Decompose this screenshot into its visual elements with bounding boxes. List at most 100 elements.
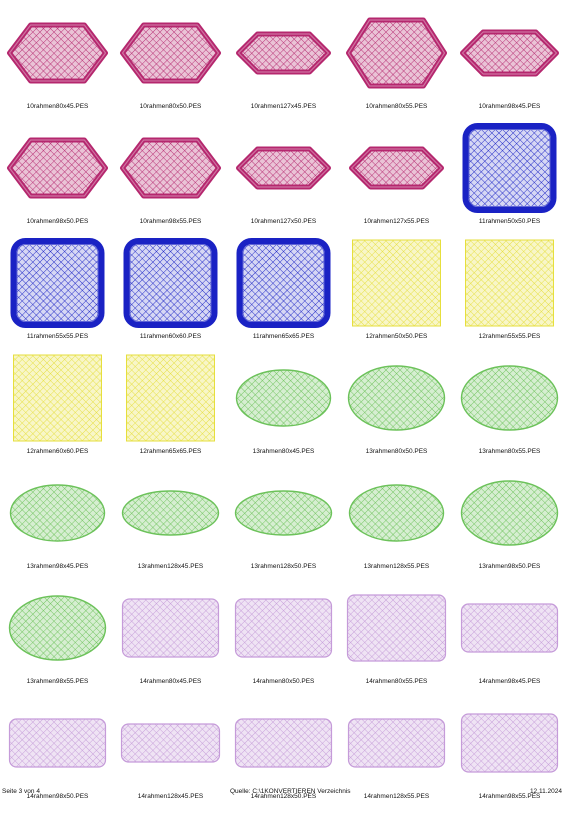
- design-thumbnail: 13rahmen80x45.PES: [227, 352, 340, 468]
- square-frame-icon: [352, 239, 441, 327]
- design-thumbnail: 10rahmen98x45.PES: [453, 7, 566, 123]
- design-filename: 10rahmen127x50.PES: [250, 218, 317, 225]
- design-filename: 10rahmen127x55.PES: [363, 218, 430, 225]
- rounded-square-frame-frame-icon: [462, 123, 557, 213]
- square-frame-icon: [465, 239, 554, 327]
- design-filename: 13rahmen80x50.PES: [365, 448, 428, 455]
- design-filename: 14rahmen98x45.PES: [478, 678, 541, 685]
- design-filename: 10rahmen80x50.PES: [139, 103, 202, 110]
- design-thumbnail: 13rahmen80x50.PES: [340, 352, 453, 468]
- hexagon-wide-frame-icon: [349, 146, 444, 190]
- design-filename: 10rahmen98x55.PES: [139, 218, 202, 225]
- oval-tall-frame-icon: [8, 595, 107, 661]
- oval-tall-frame-icon: [460, 480, 559, 546]
- page-footer: Seite 3 von 4 Quelle: C:\1KONVERTIEREN V…: [0, 788, 566, 800]
- hexagon-mid-frame-icon: [460, 29, 559, 77]
- design-filename: 14rahmen128x55.PES: [363, 793, 430, 800]
- design-thumbnail: 14rahmen80x55.PES: [340, 582, 453, 698]
- oval-frame-icon: [348, 484, 445, 542]
- design-thumbnail: 13rahmen98x45.PES: [1, 467, 114, 583]
- design-thumbnail: 14rahmen98x55.PES: [453, 697, 566, 813]
- design-thumbnail: 12rahmen50x50.PES: [340, 237, 453, 353]
- design-filename: 13rahmen98x50.PES: [478, 563, 541, 570]
- design-thumbnail: 12rahmen55x55.PES: [453, 237, 566, 353]
- square-frame-icon: [13, 354, 102, 442]
- square-frame-icon: [126, 354, 215, 442]
- design-filename: 13rahmen80x45.PES: [252, 448, 315, 455]
- design-filename: 14rahmen98x55.PES: [478, 793, 541, 800]
- design-thumbnail: 11rahmen50x50.PES: [453, 122, 566, 238]
- source-path: Quelle: C:\1KONVERTIEREN Verzeichnis: [230, 788, 351, 795]
- rounded-rect-flat-frame-icon: [460, 603, 559, 653]
- design-thumbnail: 14rahmen98x50.PES: [1, 697, 114, 813]
- design-filename: 13rahmen98x55.PES: [26, 678, 89, 685]
- design-filename: 13rahmen80x55.PES: [478, 448, 541, 455]
- design-filename: 13rahmen128x55.PES: [363, 563, 430, 570]
- design-filename: 10rahmen98x45.PES: [478, 103, 541, 110]
- design-thumbnail: 10rahmen80x55.PES: [340, 7, 453, 123]
- hexagon-frame-icon: [7, 22, 108, 84]
- design-filename: 11rahmen50x50.PES: [478, 218, 541, 225]
- design-thumbnail: 10rahmen80x50.PES: [114, 7, 227, 123]
- design-thumbnail: 14rahmen128x50.PES: [227, 697, 340, 813]
- hexagon-frame-icon: [120, 22, 221, 84]
- rounded-rect-flat-frame-icon: [234, 718, 333, 768]
- design-filename: 10rahmen98x50.PES: [26, 218, 89, 225]
- design-thumbnail: 13rahmen80x55.PES: [453, 352, 566, 468]
- oval-frame-icon: [9, 484, 106, 542]
- design-filename: 12rahmen50x50.PES: [365, 333, 428, 340]
- hexagon-frame-icon: [120, 137, 221, 199]
- design-filename: 14rahmen80x55.PES: [365, 678, 428, 685]
- design-filename: 10rahmen80x55.PES: [365, 103, 428, 110]
- hexagon-frame-icon: [7, 137, 108, 199]
- design-thumbnail: 11rahmen55x55.PES: [1, 237, 114, 353]
- design-thumbnail: 14rahmen128x45.PES: [114, 697, 227, 813]
- hexagon-wide-frame-icon: [236, 31, 331, 75]
- rounded-rect-flat-frame-icon: [8, 718, 107, 768]
- design-thumbnail: 10rahmen98x55.PES: [114, 122, 227, 238]
- design-filename: 12rahmen55x55.PES: [478, 333, 541, 340]
- design-filename: 13rahmen98x45.PES: [26, 563, 89, 570]
- page-number: Seite 3 von 4: [2, 788, 40, 795]
- rounded-square-frame-frame-icon: [10, 238, 105, 328]
- design-filename: 14rahmen80x50.PES: [252, 678, 315, 685]
- oval-flat-frame-icon: [121, 490, 220, 536]
- design-thumbnail: 13rahmen128x50.PES: [227, 467, 340, 583]
- design-thumbnail: 10rahmen127x45.PES: [227, 7, 340, 123]
- design-filename: 12rahmen65x65.PES: [139, 448, 202, 455]
- design-thumbnail: 14rahmen80x45.PES: [114, 582, 227, 698]
- rounded-rect-flat-frame-icon: [347, 718, 446, 768]
- design-thumbnail: 14rahmen80x50.PES: [227, 582, 340, 698]
- design-thumbnail: 14rahmen98x45.PES: [453, 582, 566, 698]
- oval-frame-icon: [235, 369, 332, 427]
- design-filename: 12rahmen60x60.PES: [26, 448, 89, 455]
- design-thumbnail: 10rahmen98x50.PES: [1, 122, 114, 238]
- design-thumbnail: 10rahmen127x55.PES: [340, 122, 453, 238]
- design-filename: 11rahmen55x55.PES: [26, 333, 89, 340]
- oval-tall-frame-icon: [460, 365, 559, 431]
- design-thumbnail: 12rahmen65x65.PES: [114, 352, 227, 468]
- rounded-rect-frame-icon: [121, 598, 220, 658]
- design-filename: 14rahmen128x45.PES: [137, 793, 204, 800]
- design-filename: 14rahmen98x50.PES: [26, 793, 89, 800]
- design-thumbnail: 10rahmen127x50.PES: [227, 122, 340, 238]
- design-thumbnail: 13rahmen98x55.PES: [1, 582, 114, 698]
- design-filename: 14rahmen128x50.PES: [250, 793, 317, 800]
- rounded-rect-frame-icon: [234, 598, 333, 658]
- design-thumbnail: 11rahmen65x65.PES: [227, 237, 340, 353]
- rounded-rect-thin-frame-icon: [120, 723, 221, 763]
- design-filename: 13rahmen128x45.PES: [137, 563, 204, 570]
- hexagon-tall-frame-icon: [346, 17, 447, 89]
- design-thumbnail: 13rahmen128x45.PES: [114, 467, 227, 583]
- design-thumbnail: 14rahmen128x55.PES: [340, 697, 453, 813]
- rounded-rect-frame-icon: [460, 713, 559, 773]
- design-filename: 10rahmen80x45.PES: [26, 103, 89, 110]
- oval-tall-frame-icon: [347, 365, 446, 431]
- design-filename: 14rahmen80x45.PES: [139, 678, 202, 685]
- rounded-square-frame-frame-icon: [236, 238, 331, 328]
- oval-flat-frame-icon: [234, 490, 333, 536]
- hexagon-wide-frame-icon: [236, 146, 331, 190]
- rounded-rect-tall-frame-icon: [346, 594, 447, 662]
- print-date: 12.11.2024: [529, 788, 562, 795]
- design-thumbnail: 12rahmen60x60.PES: [1, 352, 114, 468]
